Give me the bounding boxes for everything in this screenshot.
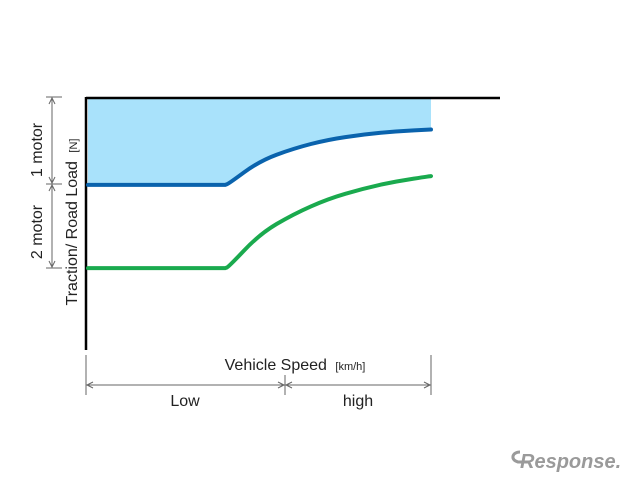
response-logo-text: Response. — [520, 451, 621, 473]
speed-range-label-high: high — [343, 393, 373, 410]
y-dimension-arrows — [46, 96, 62, 269]
1-motor-fill-region — [88, 98, 432, 185]
lower-traction-curve — [86, 174, 434, 271]
response-logo-swoosh — [511, 450, 528, 464]
x-axis-title-unit: [km/h] — [335, 361, 365, 373]
x-axis-title-main: Vehicle Speed — [225, 357, 327, 374]
y-axis-title-main: Traction/ Road Load — [64, 161, 81, 305]
motor-region-label-1: 1 motor — [29, 122, 46, 177]
motor-region-label-2: 2 motor — [29, 204, 46, 259]
speed-range-label-low: Low — [170, 393, 200, 410]
y-axis-title-unit: [N] — [68, 139, 80, 153]
x-dimension-arrows — [85, 355, 432, 395]
x-axis-title: Vehicle Speed [km/h] — [225, 357, 366, 374]
upper-traction-curve — [86, 127, 434, 187]
y-axis-title: Traction/ Road Load [N] — [64, 139, 81, 306]
response-logo: Response. — [511, 450, 621, 473]
